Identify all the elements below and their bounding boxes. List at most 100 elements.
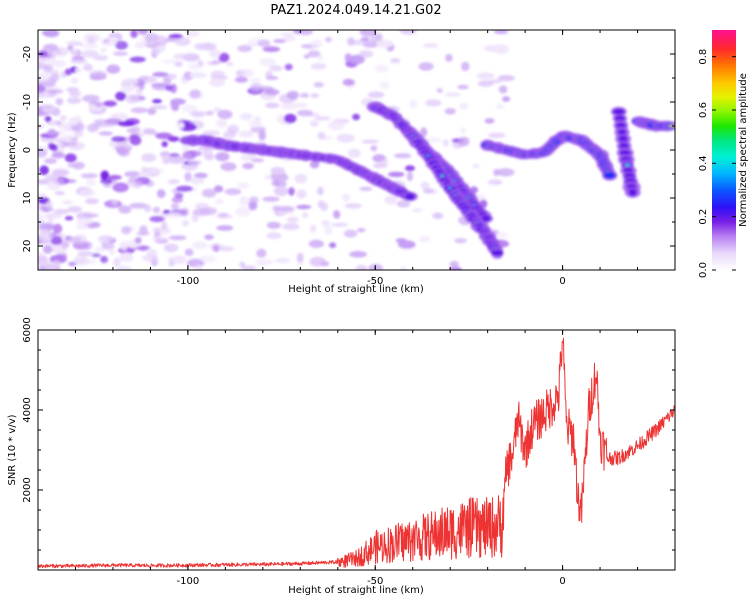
noise-blob <box>138 80 145 90</box>
noise-blob <box>87 35 96 45</box>
noise-blob <box>195 202 209 209</box>
noise-blob <box>166 73 177 80</box>
noise-blob <box>211 59 222 65</box>
y-tick-label: 0 <box>22 147 33 153</box>
noise-blob <box>199 255 217 264</box>
noise-blob <box>57 136 71 141</box>
noise-blob <box>85 198 99 205</box>
noise-blob <box>420 127 428 138</box>
noise-blob <box>405 165 415 172</box>
noise-blob <box>264 89 280 96</box>
noise-blob <box>214 198 224 205</box>
noise-blob <box>125 93 140 104</box>
noise-blob <box>458 136 470 147</box>
noise-blob <box>45 69 60 74</box>
noise-blob <box>309 256 326 267</box>
noise-blob <box>310 224 317 233</box>
x-tick-label: -50 <box>367 276 383 287</box>
noise-blob <box>45 200 53 210</box>
noise-blob <box>237 182 250 189</box>
noise-blob <box>180 207 190 217</box>
noise-blob <box>226 61 234 67</box>
noise-blob <box>422 43 439 48</box>
noise-blob <box>242 162 254 170</box>
noise-blob <box>119 252 134 263</box>
noise-blob <box>100 170 110 181</box>
noise-blob <box>282 223 300 231</box>
noise-blob <box>317 131 326 140</box>
noise-blob <box>310 63 327 70</box>
noise-blob <box>137 30 148 35</box>
noise-blob <box>258 130 267 141</box>
noise-blob <box>185 30 200 38</box>
noise-blob <box>496 168 515 177</box>
noise-blob <box>393 153 412 159</box>
snr-axes: -100 -50 0 2000 4000 6000 <box>22 317 676 587</box>
noise-blob <box>215 152 230 162</box>
noise-blob <box>189 177 205 185</box>
noise-blob <box>293 102 308 108</box>
noise-blob <box>106 64 121 74</box>
noise-blob <box>296 252 304 263</box>
noise-blob <box>370 145 378 152</box>
noise-blob <box>101 39 117 47</box>
noise-blob <box>266 232 282 240</box>
noise-blob <box>38 255 48 264</box>
noise-blob <box>46 265 57 270</box>
noise-blob <box>276 114 285 123</box>
noise-blob <box>167 155 186 164</box>
noise-blob <box>170 202 180 211</box>
noise-blob <box>449 266 462 270</box>
noise-blob <box>248 120 263 128</box>
noise-blob <box>310 120 319 127</box>
noise-blob <box>176 185 193 192</box>
noise-blob <box>89 70 107 79</box>
noise-blob <box>477 80 494 87</box>
noise-blob <box>187 63 204 70</box>
noise-blob <box>460 127 467 134</box>
noise-blob <box>85 179 97 186</box>
noise-blob <box>173 255 187 265</box>
noise-blob <box>153 227 161 234</box>
noise-blob <box>67 236 82 244</box>
noise-blob <box>333 210 341 219</box>
noise-blob <box>177 122 185 129</box>
noise-blob <box>171 197 184 203</box>
noise-blob <box>357 228 366 233</box>
noise-blob <box>250 77 261 85</box>
noise-blob <box>189 72 207 79</box>
noise-blob <box>152 72 169 77</box>
noise-blob <box>38 265 46 270</box>
colorbar: 0.0 0.2 0.4 0.6 0.8 Normalized spectral ampl… <box>698 30 749 278</box>
noise-blob <box>130 107 149 114</box>
noise-blob <box>54 47 69 57</box>
noise-blob <box>111 199 118 205</box>
spectrogram-x-label: Height of straight line (km) <box>288 284 424 295</box>
noise-blob <box>484 118 495 124</box>
noise-blob <box>135 89 144 95</box>
noise-blob <box>80 173 98 179</box>
noise-blob <box>406 171 413 182</box>
noise-blob <box>164 212 181 218</box>
noise-blob <box>77 251 93 257</box>
noise-blob <box>237 45 253 53</box>
noise-blob <box>269 65 283 72</box>
noise-blob <box>48 120 58 127</box>
noise-blob <box>372 163 387 169</box>
noise-blob <box>38 124 45 129</box>
noise-blob <box>142 254 159 262</box>
noise-blob <box>205 110 214 116</box>
noise-blob <box>52 243 63 253</box>
noise-blob <box>187 160 203 165</box>
noise-blob <box>139 225 148 236</box>
noise-blob <box>239 112 253 121</box>
noise-blob <box>218 52 230 63</box>
noise-blob <box>296 109 314 117</box>
noise-blob <box>367 91 385 99</box>
noise-blob <box>38 84 46 93</box>
noise-blob <box>56 252 68 261</box>
noise-blob <box>424 137 442 143</box>
noise-blob <box>286 90 299 100</box>
noise-blob <box>46 217 54 225</box>
